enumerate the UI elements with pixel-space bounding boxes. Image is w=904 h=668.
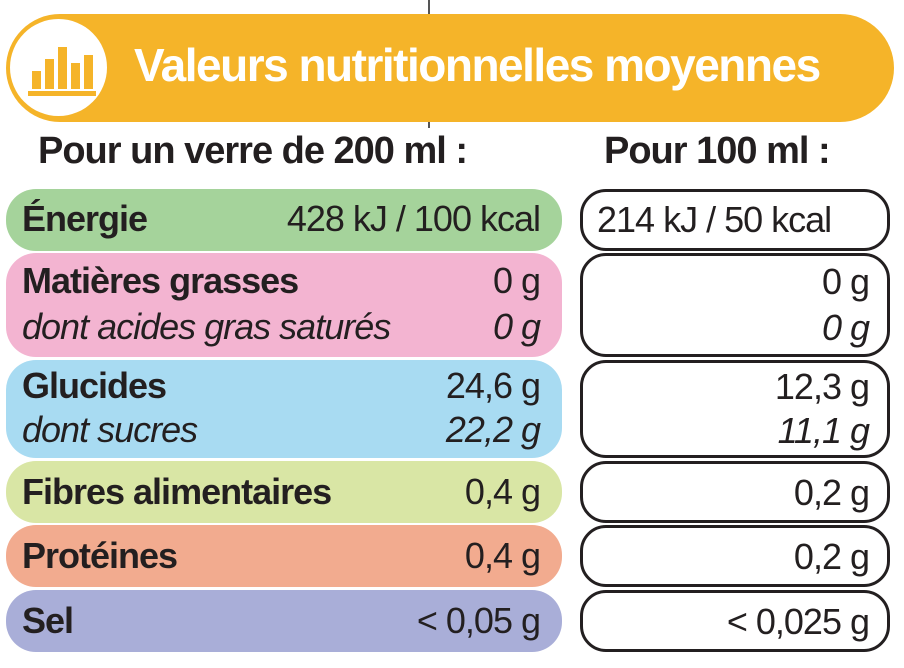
value-per-100ml: 0 g (821, 261, 870, 302)
nutrient-label: Protéines (22, 535, 178, 576)
cell-salt-per-100ml: < 0,025 g (580, 590, 890, 652)
row-salt: Sel < 0,05 g (6, 590, 562, 652)
sub-value-per-glass: 0 g (492, 306, 541, 347)
column-header-per-100ml: Pour 100 ml : (604, 130, 831, 172)
column-header-per-glass: Pour un verre de 200 ml : (38, 130, 468, 172)
value-per-glass: 428 kJ / 100 kcal (286, 198, 541, 239)
sub-value-per-glass: 22,2 g (445, 409, 541, 450)
cell-fibres-per-100ml: 0,2 g (580, 461, 890, 523)
value-per-100ml: < 0,025 g (726, 601, 870, 642)
row-fats: Matières grasses 0 g dont acides gras sa… (6, 253, 562, 357)
value-per-100ml: 214 kJ / 50 kcal (597, 199, 832, 240)
nutrient-label: Matières grasses (22, 260, 299, 301)
cell-proteins-per-100ml: 0,2 g (580, 525, 890, 587)
nutrient-label: Sel (22, 600, 74, 641)
value-per-glass: 24,6 g (445, 365, 541, 406)
cell-fats-per-100ml: 0 g 0 g (580, 253, 890, 357)
nutrient-label: Fibres alimentaires (22, 471, 332, 512)
value-per-100ml: 0,2 g (793, 536, 870, 577)
sub-nutrient-label: dont sucres (22, 409, 198, 450)
value-per-glass: < 0,05 g (416, 600, 541, 641)
cell-carbohydrates-per-100ml: 12,3 g 11,1 g (580, 360, 890, 458)
row-fibres: Fibres alimentaires 0,4 g (6, 461, 562, 523)
bar-chart-icon (10, 19, 107, 116)
value-per-glass: 0 g (492, 260, 541, 301)
value-per-glass: 0,4 g (464, 535, 541, 576)
value-per-glass: 0,4 g (464, 471, 541, 512)
nutrient-label: Énergie (22, 198, 148, 239)
title-banner: Valeurs nutritionnelles moyennes (6, 14, 894, 122)
sub-value-per-100ml: 0 g (821, 307, 870, 348)
value-per-100ml: 0,2 g (793, 472, 870, 513)
table-title: Valeurs nutritionnelles moyennes (134, 39, 821, 91)
sub-nutrient-label: dont acides gras saturés (22, 306, 391, 347)
sub-value-per-100ml: 11,1 g (777, 410, 870, 451)
row-energy: Énergie 428 kJ / 100 kcal (6, 189, 562, 251)
row-carbohydrates: Glucides 24,6 g dont sucres 22,2 g (6, 360, 562, 458)
nutrient-label: Glucides (22, 365, 167, 406)
value-per-100ml: 12,3 g (774, 366, 870, 407)
cell-energy-per-100ml: 214 kJ / 50 kcal (580, 189, 890, 251)
row-proteins: Protéines 0,4 g (6, 525, 562, 587)
